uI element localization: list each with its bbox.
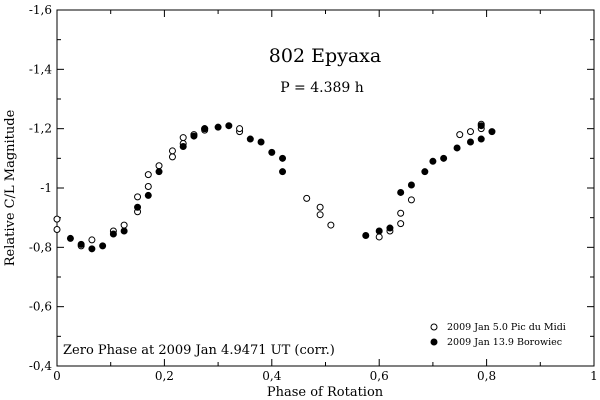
data-point-borowiec bbox=[190, 132, 198, 140]
data-point-borowiec bbox=[88, 245, 96, 253]
ticks-layer: 0 0,2 0,4 0,6 0,8 1 -1,6 -1,4 -1,2 -1 -0,8 -0,6 -0,4 bbox=[29, 3, 598, 383]
y-tick-label: -1,4 bbox=[29, 62, 53, 76]
data-point-pic-du-midi bbox=[375, 233, 383, 241]
data-point-pic-du-midi bbox=[168, 153, 176, 161]
data-point-borowiec bbox=[134, 203, 142, 211]
data-point-borowiec bbox=[179, 142, 187, 150]
data-point-pic-du-midi bbox=[316, 203, 324, 211]
data-point-pic-du-midi bbox=[155, 162, 163, 170]
legend-marker-filled-circle bbox=[430, 338, 438, 346]
data-point-pic-du-midi bbox=[327, 221, 335, 229]
x-tick-label: 0,6 bbox=[370, 369, 389, 383]
chart-subtitle: P = 4.389 h bbox=[280, 80, 364, 96]
data-point-borowiec bbox=[99, 242, 107, 250]
x-axis-label: Phase of Rotation bbox=[267, 385, 384, 400]
data-point-pic-du-midi bbox=[144, 183, 152, 191]
data-point-pic-du-midi bbox=[120, 221, 128, 229]
data-point-pic-du-midi bbox=[168, 147, 176, 155]
data-point-pic-du-midi bbox=[88, 236, 96, 244]
data-point-borowiec bbox=[268, 148, 276, 156]
data-point-borowiec bbox=[225, 122, 233, 130]
data-point-borowiec bbox=[375, 227, 383, 235]
data-point-pic-du-midi bbox=[144, 171, 152, 179]
data-point-borowiec bbox=[429, 157, 437, 165]
data-point-borowiec bbox=[201, 125, 209, 133]
data-point-pic-du-midi bbox=[466, 128, 474, 136]
data-point-borowiec bbox=[407, 181, 415, 189]
data-point-borowiec bbox=[397, 188, 405, 196]
data-point-pic-du-midi bbox=[134, 193, 142, 201]
x-tick-label: 1 bbox=[590, 369, 598, 383]
data-point-borowiec bbox=[66, 234, 74, 242]
data-point-borowiec bbox=[466, 138, 474, 146]
data-point-borowiec bbox=[257, 138, 265, 146]
data-point-pic-du-midi bbox=[397, 220, 405, 228]
data-point-pic-du-midi bbox=[397, 209, 405, 217]
data-point-pic-du-midi bbox=[179, 134, 187, 142]
y-axis-label: Relative C/L Magnitude bbox=[3, 109, 18, 266]
data-point-pic-du-midi bbox=[456, 131, 464, 139]
data-point-borowiec bbox=[453, 144, 461, 152]
x-tick-label: 0,8 bbox=[477, 369, 496, 383]
data-point-borowiec bbox=[421, 168, 429, 176]
y-tick-label: -1,2 bbox=[29, 122, 52, 136]
data-point-borowiec bbox=[477, 135, 485, 143]
data-point-borowiec bbox=[279, 168, 287, 176]
y-tick-label: -0,4 bbox=[29, 359, 53, 373]
data-point-borowiec bbox=[488, 128, 496, 136]
zero-phase-annotation: Zero Phase at 2009 Jan 4.9471 UT (corr.) bbox=[63, 343, 335, 358]
x-tick-label: 0,2 bbox=[155, 369, 174, 383]
data-point-pic-du-midi bbox=[53, 215, 61, 223]
data-point-borowiec bbox=[120, 227, 128, 235]
data-point-borowiec bbox=[144, 191, 152, 199]
data-point-borowiec bbox=[477, 122, 485, 130]
y-tick-label: -0,8 bbox=[29, 240, 52, 254]
data-point-pic-du-midi bbox=[236, 125, 244, 133]
points-layer bbox=[53, 120, 496, 253]
data-point-borowiec bbox=[362, 231, 370, 239]
y-tick-label: -0,6 bbox=[29, 300, 52, 314]
data-point-borowiec bbox=[440, 154, 448, 162]
data-point-borowiec bbox=[109, 230, 117, 238]
x-tick-label: 0,4 bbox=[262, 369, 281, 383]
data-point-borowiec bbox=[386, 224, 394, 232]
data-point-borowiec bbox=[279, 154, 287, 162]
y-tick-label: -1 bbox=[40, 181, 52, 195]
legend-label-pic-du-midi: 2009 Jan 5.0 Pic du Midi bbox=[447, 322, 566, 333]
data-point-pic-du-midi bbox=[303, 194, 311, 202]
legend-label-borowiec: 2009 Jan 13.9 Borowiec bbox=[447, 337, 562, 348]
data-point-borowiec bbox=[246, 135, 254, 143]
legend-marker-open-circle bbox=[430, 323, 438, 331]
data-point-pic-du-midi bbox=[316, 211, 324, 219]
data-point-pic-du-midi bbox=[53, 226, 61, 234]
data-point-borowiec bbox=[155, 168, 163, 176]
x-tick-label: 0 bbox=[53, 369, 61, 383]
legend: 2009 Jan 5.0 Pic du Midi 2009 Jan 13.9 B… bbox=[430, 322, 566, 348]
data-point-borowiec bbox=[214, 123, 222, 131]
chart-title: 802 Epyaxa bbox=[269, 45, 381, 67]
data-point-borowiec bbox=[77, 240, 85, 248]
y-tick-label: -1,6 bbox=[29, 3, 52, 17]
data-point-pic-du-midi bbox=[407, 196, 415, 204]
